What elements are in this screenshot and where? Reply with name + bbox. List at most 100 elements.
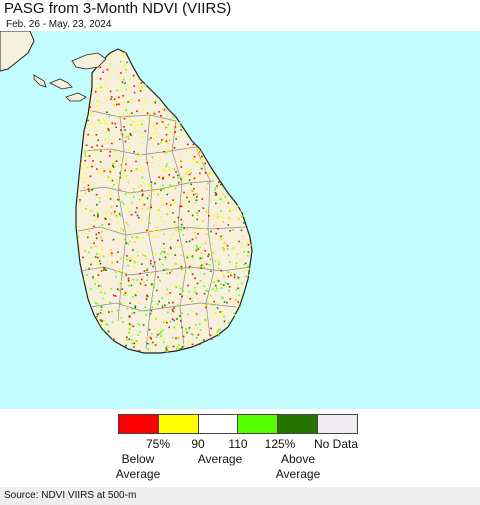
ndvi-pixel: [204, 172, 207, 174]
ndvi-pixel: [179, 228, 181, 230]
ndvi-pixel: [139, 282, 142, 285]
ndvi-pixel: [125, 163, 127, 166]
ndvi-pixel: [243, 251, 245, 253]
ndvi-pixel: [113, 338, 115, 340]
ndvi-pixel: [85, 204, 87, 207]
ndvi-pixel: [126, 258, 128, 261]
ndvi-pixel: [120, 72, 122, 74]
ndvi-pixel: [216, 302, 219, 305]
ndvi-pixel: [127, 280, 130, 282]
ndvi-pixel: [133, 131, 135, 133]
ndvi-pixel: [224, 243, 227, 246]
ndvi-pixel: [195, 249, 198, 252]
ndvi-pixel: [191, 256, 194, 258]
ndvi-pixel: [176, 323, 178, 326]
ndvi-pixel: [83, 278, 86, 281]
ndvi-pixel: [218, 334, 220, 336]
ndvi-pixel: [156, 122, 158, 125]
ndvi-pixel: [100, 84, 102, 87]
ndvi-pixel: [169, 120, 172, 123]
ndvi-pixel: [146, 279, 148, 282]
ndvi-pixel: [148, 328, 151, 331]
ndvi-pixel: [181, 326, 183, 329]
ndvi-pixel: [95, 134, 98, 136]
ndvi-pixel: [140, 170, 143, 173]
ndvi-pixel: [99, 201, 101, 203]
ndvi-pixel: [216, 287, 218, 289]
ndvi-pixel: [154, 261, 156, 264]
ndvi-pixel: [84, 152, 86, 155]
ndvi-pixel: [129, 259, 131, 262]
ndvi-pixel: [191, 190, 194, 192]
ndvi-pixel: [212, 242, 215, 245]
ndvi-pixel: [201, 158, 203, 161]
ndvi-pixel: [101, 269, 104, 271]
ndvi-pixel: [177, 174, 179, 177]
ndvi-pixel: [105, 231, 107, 233]
ndvi-pixel: [131, 167, 134, 169]
ndvi-pixel: [242, 235, 245, 237]
ndvi-pixel: [83, 180, 86, 183]
ndvi-pixel: [205, 263, 208, 265]
ndvi-pixel: [90, 135, 92, 137]
ndvi-pixel: [146, 112, 149, 114]
ndvi-pixel: [150, 137, 152, 139]
ndvi-pixel: [141, 237, 144, 239]
ndvi-pixel: [122, 202, 125, 205]
ndvi-pixel: [140, 84, 142, 87]
ndvi-pixel: [227, 271, 229, 273]
ndvi-pixel: [172, 147, 175, 149]
ndvi-pixel: [216, 185, 218, 187]
ndvi-pixel: [160, 119, 163, 121]
ndvi-pixel: [115, 181, 118, 184]
footer-bar: Source: NDVI VIIRS at 500-m: [0, 487, 480, 505]
ndvi-pixel: [123, 177, 125, 179]
ndvi-pixel: [207, 255, 209, 258]
ndvi-pixel: [81, 210, 83, 212]
ndvi-pixel: [137, 153, 140, 155]
ndvi-pixel: [102, 71, 104, 73]
ndvi-pixel: [163, 108, 166, 111]
ndvi-pixel: [139, 331, 141, 333]
ndvi-pixel: [111, 142, 113, 145]
ndvi-pixel: [194, 250, 197, 253]
ndvi-pixel: [172, 212, 174, 214]
ndvi-pixel: [173, 326, 176, 329]
ndvi-pixel: [157, 187, 160, 189]
ndvi-pixel: [89, 134, 91, 136]
ndvi-pixel: [191, 273, 194, 275]
ndvi-pixel: [115, 276, 117, 278]
ndvi-pixel: [155, 318, 157, 320]
ndvi-pixel: [220, 198, 222, 201]
legend-swatch-75-90: [158, 415, 199, 433]
ndvi-pixel: [201, 257, 203, 260]
ndvi-pixel: [191, 343, 194, 346]
ndvi-pixel: [178, 284, 181, 287]
ndvi-pixel: [133, 342, 136, 345]
ndvi-pixel: [187, 259, 189, 262]
ndvi-pixel: [101, 320, 104, 322]
ndvi-pixel: [141, 194, 144, 197]
ndvi-pixel: [177, 126, 180, 129]
ndvi-pixel: [210, 252, 213, 254]
ndvi-pixel: [100, 172, 103, 175]
ndvi-pixel: [173, 221, 176, 223]
ndvi-pixel: [196, 336, 198, 339]
ndvi-pixel: [132, 187, 135, 190]
ndvi-pixel: [187, 313, 189, 316]
ndvi-pixel: [182, 198, 184, 201]
ndvi-pixel: [87, 184, 90, 187]
ndvi-pixel: [216, 315, 218, 318]
ndvi-pixel: [100, 306, 103, 308]
ndvi-pixel: [97, 274, 100, 276]
ndvi-pixel: [192, 334, 194, 336]
ndvi-pixel: [147, 295, 149, 298]
ndvi-pixel: [192, 143, 195, 146]
ndvi-pixel: [197, 334, 200, 336]
ndvi-pixel: [108, 166, 110, 169]
ndvi-pixel: [185, 255, 188, 258]
ndvi-pixel: [95, 78, 97, 81]
ndvi-pixel: [91, 165, 93, 168]
ndvi-pixel: [172, 199, 174, 201]
ndvi-pixel: [203, 273, 206, 275]
